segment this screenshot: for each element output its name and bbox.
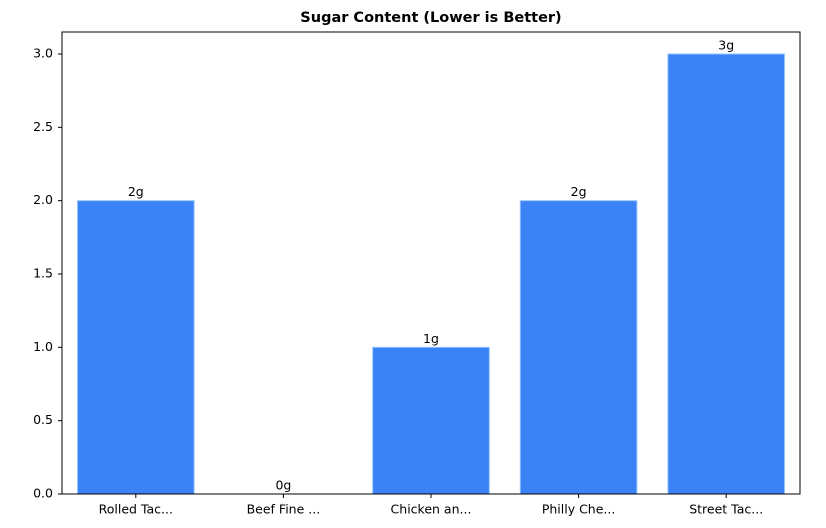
value-label: 1g [423,331,439,346]
y-tick-label: 1.0 [33,339,53,354]
x-tick-label: Chicken an... [391,502,472,517]
bar [519,200,638,495]
y-tick-label: 0.0 [33,486,53,501]
y-tick-label: 1.5 [33,266,53,281]
value-label: 2g [128,184,144,199]
y-tick-label: 2.5 [33,119,53,134]
y-tick-label: 2.0 [33,192,53,207]
y-tick-label: 3.0 [33,46,53,61]
bar [667,53,786,495]
bar [76,200,195,495]
plot-frame [61,31,801,495]
x-tick-label: Beef Fine ... [247,502,321,517]
value-label: 2g [571,184,587,199]
x-tick-label: Street Tac... [689,502,763,517]
value-label: 3g [718,38,734,53]
x-tick-label: Rolled Tac... [99,502,173,517]
value-label: 0g [275,478,291,493]
y-tick-label: 0.5 [33,412,53,427]
x-tick-label: Philly Che... [542,502,616,517]
chart-title: Sugar Content (Lower is Better) [300,10,561,26]
bar [372,346,490,495]
